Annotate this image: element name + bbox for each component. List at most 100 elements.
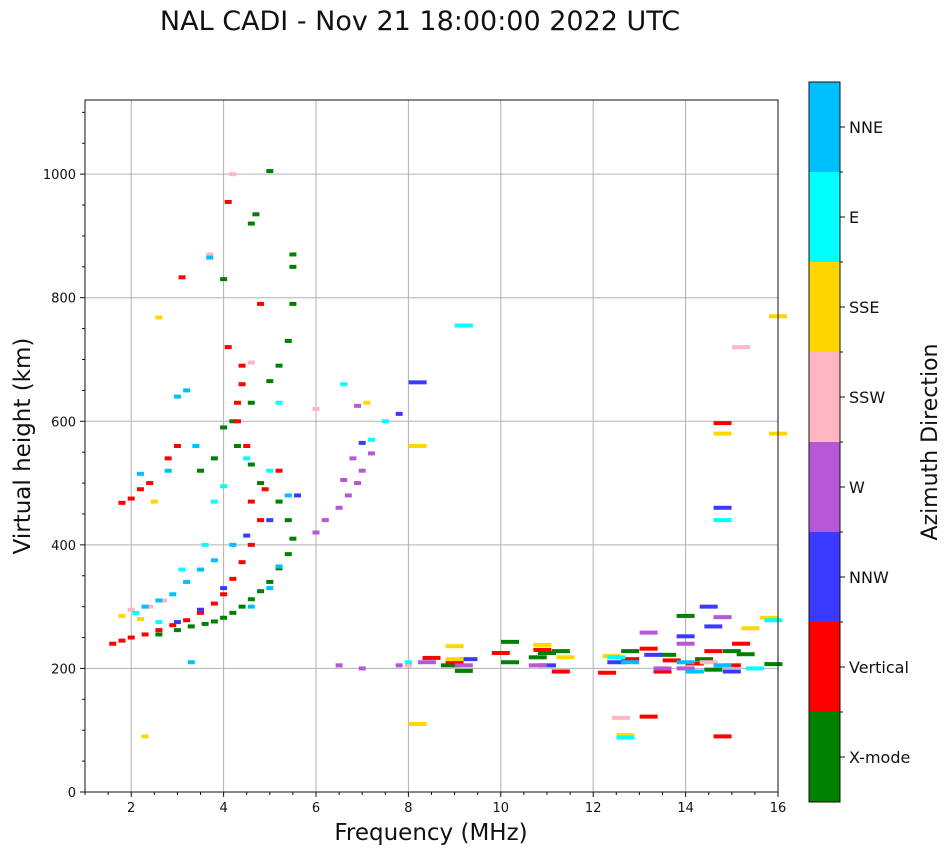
data-point-vertical: [713, 421, 732, 426]
data-point-nne: [713, 663, 732, 668]
data-point-vertical: [155, 628, 163, 633]
data-point-xmode: [201, 621, 209, 626]
y-tick-label: 400: [51, 539, 76, 554]
data-point-xmode: [275, 363, 283, 368]
colorbar-swatch: [809, 262, 840, 352]
data-point-w: [349, 456, 357, 461]
data-point-ssw: [404, 663, 412, 668]
data-point-vertical: [118, 638, 126, 643]
data-point-nnw: [358, 440, 366, 445]
data-point-sse: [445, 644, 464, 649]
data-point-vertical: [732, 641, 751, 646]
data-point-sse: [150, 499, 158, 504]
data-point-nne: [229, 542, 237, 547]
data-point-vertical: [224, 199, 232, 204]
data-point-sse: [136, 617, 144, 621]
data-point-e: [155, 620, 163, 625]
data-point-nne: [173, 394, 181, 399]
data-point-xmode: [187, 624, 195, 629]
data-point-nne: [192, 444, 200, 448]
data-point-xmode: [764, 662, 783, 667]
data-point-xmode: [658, 652, 677, 657]
data-point-xmode: [155, 632, 163, 637]
colorbar-swatch: [809, 352, 840, 442]
colorbar-tick-label: NNW: [849, 568, 889, 587]
data-point-xmode: [229, 419, 237, 424]
data-point-e: [381, 419, 389, 424]
data-point-xmode: [551, 649, 570, 654]
data-point-nnw: [704, 624, 723, 629]
x-tick-label: 16: [770, 801, 787, 816]
data-point-nne: [183, 579, 191, 584]
data-point-e: [745, 666, 764, 671]
data-point-vertical: [533, 647, 552, 652]
data-point-xmode: [736, 652, 755, 657]
data-point-xmode: [275, 499, 283, 504]
data-point-vertical: [169, 623, 177, 628]
data-point-vertical: [639, 646, 658, 651]
data-point-xmode: [197, 468, 204, 473]
data-point-sse: [759, 615, 778, 620]
x-tick-label: 8: [404, 801, 412, 816]
data-point-e: [210, 499, 218, 504]
data-point-w: [354, 403, 362, 408]
data-point-e: [266, 468, 274, 473]
data-point-nnw: [538, 663, 556, 668]
data-point-sse: [445, 657, 464, 662]
data-point-nne: [169, 592, 177, 597]
data-point-sse: [155, 315, 163, 320]
data-point-sse: [741, 626, 760, 631]
data-point-xmode: [247, 462, 255, 467]
data-point-xmode: [704, 667, 723, 672]
data-point-vertical: [178, 275, 186, 280]
data-point-xmode: [722, 649, 741, 654]
data-point-e: [764, 618, 783, 623]
data-point-vertical: [598, 670, 617, 675]
data-point-vertical: [247, 499, 255, 504]
data-point-ssw: [247, 360, 255, 365]
data-point-e: [454, 323, 473, 328]
data-point-w: [312, 530, 320, 535]
data-point-w: [417, 660, 436, 665]
data-point-vertical: [722, 663, 741, 668]
data-point-xmode: [501, 660, 520, 665]
data-point-xmode: [233, 444, 241, 448]
data-point-vertical: [275, 468, 283, 473]
data-point-sse: [533, 642, 552, 647]
data-point-vertical: [136, 487, 144, 492]
data-point-ssw: [732, 345, 751, 350]
data-point-e: [201, 542, 209, 547]
data-point-xmode: [676, 613, 695, 618]
data-point-nnw: [395, 411, 403, 416]
data-point-sse: [408, 722, 427, 727]
y-axis-label: Virtual height (km): [10, 338, 36, 555]
data-point-ssw: [160, 598, 168, 603]
data-point-nnw: [713, 505, 732, 510]
colorbar-tick-label: SSW: [849, 388, 885, 407]
data-point-xmode: [284, 552, 292, 557]
data-point-vertical: [621, 657, 640, 662]
data-point-vertical: [210, 601, 218, 606]
data-point-nnw: [197, 607, 204, 612]
data-point-e: [178, 567, 186, 572]
data-point-w: [676, 641, 695, 646]
data-point-xmode: [238, 604, 246, 609]
data-point-nnw: [220, 586, 228, 591]
x-tick-label: 4: [219, 801, 227, 816]
data-point-vertical: [183, 618, 191, 623]
data-point-xmode: [247, 221, 255, 226]
data-point-xmode: [289, 264, 297, 269]
data-point-w: [454, 663, 473, 668]
colorbar-tick-label: SSE: [849, 298, 879, 317]
data-point-ssw: [312, 406, 320, 411]
data-point-vertical: [238, 363, 246, 368]
data-point-nne: [210, 558, 218, 563]
data-point-vertical: [233, 400, 241, 405]
data-point-xmode: [247, 597, 255, 602]
y-tick-label: 200: [51, 662, 76, 677]
data-point-w: [653, 666, 672, 671]
data-point-w: [335, 505, 343, 510]
x-ticks: 2 4 6 8 10 12 14 16: [84, 792, 787, 816]
data-point-vertical: [704, 649, 723, 654]
colorbar-label: Azimuth Direction: [918, 343, 943, 540]
